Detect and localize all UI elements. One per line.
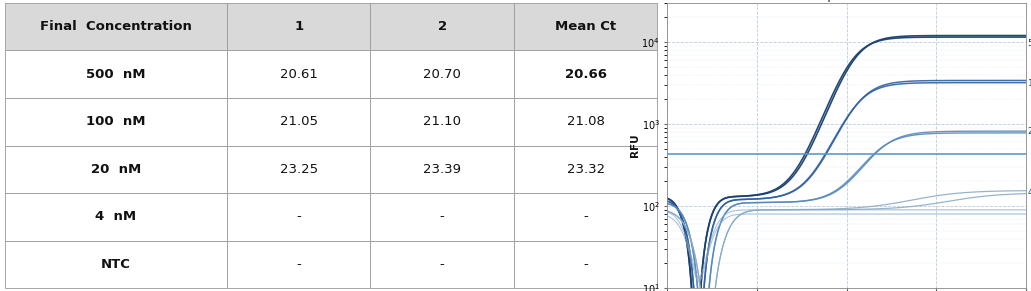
Bar bbox=[5, 241, 227, 288]
Text: -: - bbox=[296, 258, 301, 271]
Bar bbox=[513, 98, 658, 146]
Text: 20.61: 20.61 bbox=[279, 68, 318, 81]
Text: 1: 1 bbox=[294, 20, 303, 33]
Bar bbox=[5, 146, 227, 193]
Text: -: - bbox=[440, 258, 444, 271]
Bar bbox=[513, 3, 658, 50]
Text: 2: 2 bbox=[437, 20, 446, 33]
Bar bbox=[227, 3, 370, 50]
Text: 20  nM: 20 nM bbox=[91, 163, 141, 176]
Text: 500  nM: 500 nM bbox=[87, 68, 145, 81]
Text: 100 nM: 100 nM bbox=[1028, 79, 1031, 88]
Bar bbox=[513, 241, 658, 288]
Bar bbox=[513, 193, 658, 241]
Bar bbox=[513, 50, 658, 98]
Text: -: - bbox=[296, 210, 301, 223]
Text: Final  Concentration: Final Concentration bbox=[40, 20, 192, 33]
Bar bbox=[227, 193, 370, 241]
Text: 20 nM: 20 nM bbox=[1028, 127, 1031, 136]
Bar bbox=[227, 50, 370, 98]
Bar bbox=[5, 98, 227, 146]
Bar bbox=[370, 241, 513, 288]
Text: 23.32: 23.32 bbox=[567, 163, 605, 176]
Bar bbox=[5, 50, 227, 98]
Y-axis label: RFU: RFU bbox=[630, 134, 640, 157]
Bar bbox=[370, 193, 513, 241]
Text: 100  nM: 100 nM bbox=[87, 115, 145, 128]
Bar bbox=[5, 193, 227, 241]
Text: 23.25: 23.25 bbox=[279, 163, 318, 176]
Text: 23.39: 23.39 bbox=[423, 163, 461, 176]
Bar bbox=[227, 146, 370, 193]
Bar bbox=[227, 98, 370, 146]
Text: 21.08: 21.08 bbox=[567, 115, 604, 128]
Text: -: - bbox=[584, 258, 588, 271]
Text: 20.70: 20.70 bbox=[423, 68, 461, 81]
Text: 4  nM: 4 nM bbox=[96, 210, 136, 223]
Bar bbox=[370, 98, 513, 146]
Bar bbox=[370, 3, 513, 50]
Bar bbox=[370, 146, 513, 193]
Bar bbox=[370, 50, 513, 98]
Text: -: - bbox=[440, 210, 444, 223]
Bar bbox=[5, 3, 227, 50]
Text: 500 nM: 500 nM bbox=[1028, 39, 1031, 48]
Bar bbox=[227, 241, 370, 288]
Text: NTC: NTC bbox=[101, 258, 131, 271]
Bar bbox=[513, 146, 658, 193]
Text: 21.10: 21.10 bbox=[423, 115, 461, 128]
Text: 21.05: 21.05 bbox=[279, 115, 318, 128]
Text: -: - bbox=[584, 210, 588, 223]
Text: 20.66: 20.66 bbox=[565, 68, 606, 81]
Title: Amplification: Amplification bbox=[810, 0, 884, 2]
Text: 4 nM: 4 nM bbox=[1028, 188, 1031, 197]
Text: Mean Ct: Mean Ct bbox=[555, 20, 617, 33]
